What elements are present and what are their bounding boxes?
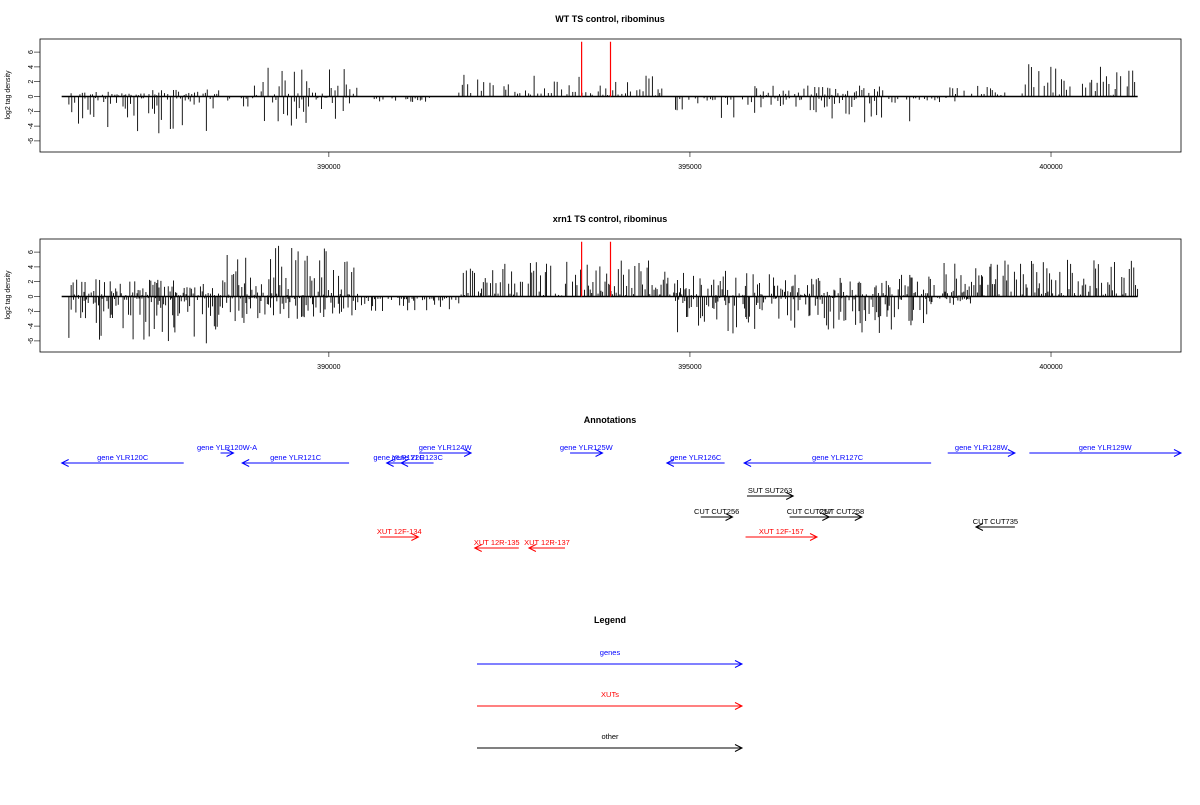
x-tick-label: 390000 bbox=[317, 164, 340, 171]
track-title: xrn1 TS control, ribominus bbox=[553, 214, 668, 224]
track-panel-xrn1: xrn1 TS control, ribominus log2 tag dens… bbox=[5, 214, 1182, 371]
y-tick-label: 6 bbox=[28, 250, 35, 254]
track-panel-wt: WT TS control, ribominus log2 tag densit… bbox=[5, 14, 1182, 171]
legend-arrow bbox=[477, 702, 744, 710]
y-tick-label: 0 bbox=[28, 294, 35, 298]
annotation-arrow bbox=[974, 523, 1015, 531]
annotation-arrow bbox=[419, 449, 473, 457]
annotation-arrow bbox=[746, 492, 795, 500]
annotation-arrow bbox=[1029, 449, 1183, 457]
legend-arrow bbox=[477, 660, 744, 668]
legend-label: other bbox=[601, 732, 619, 741]
annotation-arrow bbox=[700, 513, 734, 521]
annotation-label: gene YLR120W-A bbox=[197, 443, 257, 452]
y-tick-label: 4 bbox=[28, 65, 35, 69]
annotation-label: gene YLR127C bbox=[812, 453, 864, 462]
legend-label: XUTs bbox=[601, 690, 619, 699]
x-tick-label: 390000 bbox=[317, 364, 340, 371]
x-tick-label: 395000 bbox=[678, 364, 701, 371]
annotation-arrow bbox=[821, 513, 863, 521]
annotation-label: CUT CUT258 bbox=[819, 507, 864, 516]
annotation-arrow bbox=[745, 533, 819, 541]
annotation-label: gene YLR124W bbox=[419, 443, 473, 452]
y-tick-label: -2 bbox=[28, 108, 35, 114]
annotation-arrow bbox=[947, 449, 1017, 457]
annotation-label: XUT 12R-135 bbox=[474, 538, 520, 547]
annotation-label: XUT 12F-134 bbox=[377, 527, 422, 536]
y-tick-label: 6 bbox=[28, 50, 35, 54]
annotation-label: CUT CUT257 bbox=[787, 507, 832, 516]
y-tick-label: 0 bbox=[28, 94, 35, 98]
x-tick-label: 400000 bbox=[1039, 364, 1062, 371]
annotation-arrow bbox=[241, 459, 350, 467]
annotation-arrow bbox=[742, 459, 932, 467]
annotation-features: gene YLR120C gene YLR120W-A gene YLR121C ge… bbox=[60, 443, 1183, 552]
annotation-label: gene YLR126C bbox=[670, 453, 722, 462]
annotation-label: CUT CUT735 bbox=[973, 517, 1018, 526]
annotation-arrow bbox=[60, 459, 184, 467]
annotation-arrow bbox=[220, 449, 235, 457]
y-tick-label: -4 bbox=[28, 323, 35, 329]
annotation-label: CUT CUT256 bbox=[694, 507, 739, 516]
plot-frame bbox=[39, 38, 1182, 153]
y-axis-label: log2 tag density bbox=[5, 70, 12, 120]
x-tick-label: 400000 bbox=[1039, 164, 1062, 171]
legend-arrow bbox=[477, 744, 744, 752]
plot-area: -6 -4 -2 0 2 4 6 390000 395000 400000 bbox=[28, 38, 1182, 171]
annotation-label: XUT 12F-157 bbox=[759, 527, 804, 536]
y-tick-label: -4 bbox=[28, 123, 35, 129]
plot-frame bbox=[39, 238, 1182, 353]
annotation-label: gene YLR122C bbox=[373, 453, 425, 462]
annotation-label: gene YLR129W bbox=[1079, 443, 1133, 452]
track-title: WT TS control, ribominus bbox=[555, 14, 665, 24]
legend-title: Legend bbox=[594, 615, 626, 625]
y-tick-label: -2 bbox=[28, 308, 35, 314]
annotation-arrow bbox=[570, 449, 604, 457]
y-tick-label: 2 bbox=[28, 280, 35, 284]
annotation-label: SUT SUT263 bbox=[748, 486, 792, 495]
annotation-arrow bbox=[399, 459, 434, 467]
bar-series bbox=[68, 64, 1136, 134]
annotation-arrow bbox=[380, 533, 420, 541]
annotation-label: gene YLR125W bbox=[560, 443, 614, 452]
y-tick-label: 4 bbox=[28, 265, 35, 269]
annotation-arrow bbox=[665, 459, 725, 467]
plot-area: -6 -4 -2 0 2 4 6 390000 395000 400000 bbox=[28, 238, 1182, 371]
y-tick-label: 2 bbox=[28, 80, 35, 84]
annotations-title: Annotations bbox=[584, 415, 637, 425]
legend-items: genes XUTs other bbox=[477, 648, 744, 752]
y-axis-label: log2 tag density bbox=[5, 270, 12, 320]
y-tick-label: -6 bbox=[28, 138, 35, 144]
legend-label: genes bbox=[600, 648, 621, 657]
y-tick-label: -6 bbox=[28, 338, 35, 344]
annotation-label: gene YLR121C bbox=[270, 453, 322, 462]
bar-series bbox=[68, 245, 1139, 344]
legend-panel: Legend genes XUTs other bbox=[477, 615, 744, 752]
annotation-label: XUT 12R-137 bbox=[524, 538, 570, 547]
x-tick-label: 395000 bbox=[678, 164, 701, 171]
annotation-label: gene YLR128W bbox=[955, 443, 1009, 452]
annotation-arrow bbox=[527, 544, 566, 552]
annotation-label: gene YLR120C bbox=[97, 453, 149, 462]
annotation-label: gene YLR123C bbox=[392, 453, 444, 462]
annotation-arrow bbox=[473, 544, 519, 552]
